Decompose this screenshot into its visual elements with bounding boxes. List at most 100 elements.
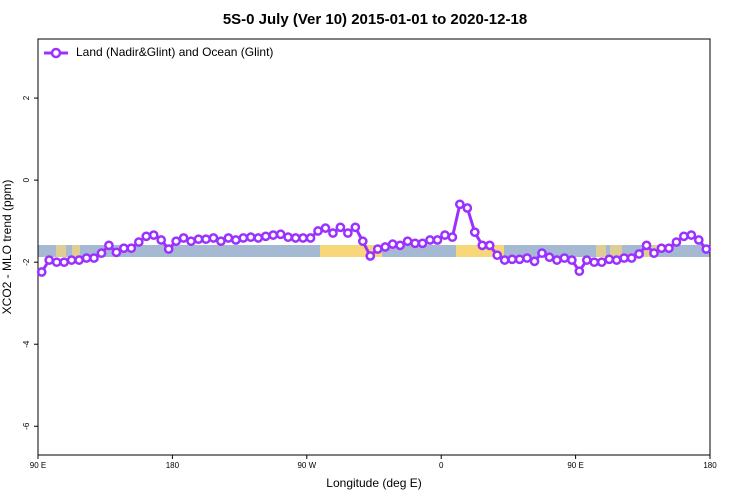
data-point [477, 240, 488, 251]
land-band [596, 245, 606, 257]
data-point [641, 240, 652, 251]
data-point [231, 235, 241, 245]
y-tick-label: 2 [22, 95, 31, 100]
data-point [611, 255, 622, 265]
data-point [372, 244, 383, 254]
data-point [544, 252, 555, 263]
data-point [686, 230, 697, 240]
data-point [186, 236, 196, 247]
data-point [492, 250, 503, 261]
data-point [245, 232, 256, 243]
data-point [664, 243, 674, 254]
data-point [216, 236, 226, 247]
land-band [610, 245, 622, 257]
y-tick-label: -4 [22, 340, 31, 348]
data-point [141, 231, 152, 242]
data-point [328, 228, 338, 238]
land-band [56, 245, 66, 257]
data-point [432, 235, 443, 245]
data-point [559, 253, 570, 263]
land-band [72, 245, 80, 257]
data-point [410, 238, 420, 249]
data-point [589, 257, 600, 268]
data-point [402, 236, 413, 247]
data-point [178, 233, 189, 243]
data-point [208, 233, 219, 243]
x-tick-label: 90 W [297, 461, 316, 470]
data-point [201, 234, 211, 245]
data-point [343, 228, 353, 238]
x-tick-label: 180 [166, 461, 180, 470]
data-point [499, 255, 510, 265]
data-point [522, 253, 532, 263]
data-point [469, 227, 480, 238]
data-point [425, 235, 435, 245]
data-point [447, 232, 458, 243]
data-point [514, 254, 525, 265]
data-point [66, 255, 77, 265]
data-point [693, 235, 704, 245]
data-point [656, 243, 667, 254]
data-point [634, 249, 644, 259]
data-point [283, 232, 293, 243]
data-point [619, 253, 629, 263]
data-point [253, 233, 264, 243]
legend-label: Land (Nadir&Glint) and Ocean (Glint) [76, 45, 273, 59]
data-point [387, 239, 398, 249]
data-point [133, 237, 144, 247]
data-point [507, 254, 517, 265]
data-point [574, 266, 585, 277]
data-point [537, 248, 547, 259]
data-point [104, 240, 114, 251]
legend-marker [50, 47, 62, 59]
data-point [350, 222, 361, 233]
data-point [119, 243, 129, 254]
data-point [701, 244, 712, 254]
data-point [126, 243, 137, 254]
data-point [365, 251, 376, 261]
data-point [313, 226, 323, 236]
data-point [171, 236, 181, 247]
data-point [193, 234, 204, 245]
data-point [59, 257, 69, 268]
data-point [529, 256, 540, 267]
data-point [649, 248, 659, 259]
y-tick-label: -6 [22, 422, 31, 430]
data-point [96, 248, 107, 259]
chart-title: 5S-0 July (Ver 10) 2015-01-01 to 2020-12… [223, 11, 527, 28]
data-point [111, 247, 122, 258]
y-axis-label: XCO2 - MLO trend (ppm) [0, 180, 14, 315]
data-point [380, 242, 391, 252]
data-point [290, 233, 301, 243]
data-point [567, 255, 577, 265]
data-point [484, 240, 495, 251]
data-point [51, 257, 62, 268]
data-point [298, 233, 308, 243]
data-point [335, 222, 346, 233]
data-point [462, 203, 473, 213]
data-point [581, 255, 592, 265]
data-point [552, 255, 562, 265]
data-point [305, 233, 316, 243]
data-point [596, 257, 607, 268]
data-point [455, 199, 465, 210]
data-point [44, 255, 55, 265]
data-point [671, 237, 682, 247]
data-point [679, 231, 689, 242]
x-tick-label: 90 E [30, 461, 46, 470]
legend: Land (Nadir&Glint) and Ocean (Glint) [44, 45, 273, 59]
data-point [36, 267, 47, 277]
data-point [275, 229, 286, 240]
x-axis-label: Longitude (deg E) [326, 476, 421, 490]
data-point [148, 230, 159, 240]
data-point [223, 233, 234, 243]
data-point [626, 253, 637, 263]
data-point [74, 255, 84, 265]
y-tick-label: -2 [22, 258, 31, 266]
data-point [260, 231, 271, 242]
x-tick-label: 90 E [567, 461, 583, 470]
data-point [156, 235, 167, 245]
y-tick-label: 0 [22, 177, 31, 182]
data-point [357, 236, 368, 247]
